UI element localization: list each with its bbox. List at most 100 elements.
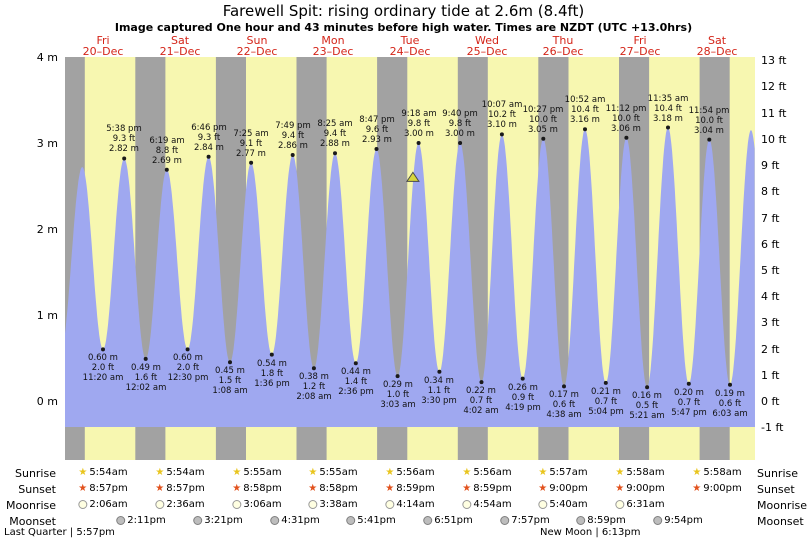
- sunrise-star-icon: ★: [385, 467, 395, 478]
- tide-extreme-dot: [416, 141, 421, 145]
- tide-extreme-dot: [374, 147, 379, 151]
- day-name: Mon: [321, 34, 345, 47]
- tide-extreme-dot: [164, 167, 169, 172]
- y-axis-label-ft: 11 ft: [761, 107, 787, 120]
- day-date: 23–Dec: [312, 44, 354, 58]
- moonset-time: 3:21pm: [193, 515, 243, 526]
- tide-extreme-dot: [520, 376, 525, 381]
- y-axis-label-ft: 4 ft: [761, 290, 780, 303]
- page-title: Farewell Spit: rising ordinary tide at 2…: [222, 2, 585, 20]
- current-tide-marker: [405, 171, 420, 182]
- day-name: Fri: [96, 34, 110, 47]
- sunrise-time: ★ 5:58am: [692, 467, 742, 478]
- moonrise-time: 3:38am: [308, 499, 358, 510]
- moonrise-icon: [538, 500, 548, 509]
- day-label: Tue 24–Dec: [389, 34, 431, 58]
- sunrise-star-icon: ★: [78, 467, 88, 478]
- moonrise-row-label-left: Moonrise: [6, 499, 56, 512]
- day-name: Sat: [170, 34, 190, 47]
- moonrise-row-label-right: Moonrise: [757, 499, 807, 512]
- tide-extreme-dot: [206, 154, 211, 159]
- moonrise-icon: [385, 500, 395, 509]
- moonset-icon: [270, 516, 280, 525]
- sunrise-time: ★ 5:55am: [308, 467, 358, 478]
- sunset-star-icon: ★: [308, 483, 318, 494]
- sunrise-star-icon: ★: [232, 467, 242, 478]
- sunset-time: ★ 8:58pm: [232, 483, 282, 494]
- tide-extreme-dot: [395, 374, 400, 379]
- y-axis-label-ft: 12 ft: [761, 80, 787, 93]
- sunset-star-icon: ★: [538, 483, 548, 494]
- sunset-star-icon: ★: [385, 483, 395, 494]
- moonrise-time: 2:06am: [78, 499, 128, 510]
- y-axis-label-ft: 8 ft: [761, 185, 780, 198]
- tide-curve: [65, 127, 755, 427]
- moonset-time: 5:41pm: [346, 515, 396, 526]
- tide-extreme-dot: [185, 347, 190, 352]
- tide-extreme-dot: [101, 347, 105, 352]
- moonset-time: 9:54pm: [653, 515, 703, 526]
- day-name: Tue: [400, 34, 420, 47]
- day-label: Fri 27–Dec: [619, 35, 661, 58]
- tide-extreme-dot: [269, 352, 274, 357]
- y-axis-label-ft: 10 ft: [761, 133, 787, 146]
- day-name: Thu: [552, 34, 574, 47]
- tide-extreme-dot: [624, 135, 629, 140]
- moonrise-time: 4:14am: [385, 499, 435, 510]
- tide-extreme-dot: [645, 385, 650, 390]
- moonset-icon: [500, 516, 510, 525]
- sunrise-time: ★ 5:56am: [385, 467, 435, 478]
- sunset-time: ★ 8:59pm: [385, 483, 435, 494]
- sunset-star-icon: ★: [232, 483, 242, 494]
- sunset-time: ★ 8:57pm: [155, 483, 205, 494]
- tide-extreme-dot: [353, 361, 358, 366]
- day-date: 26–Dec: [542, 44, 584, 58]
- sunset-time: ★ 9:00pm: [538, 483, 588, 494]
- tide-extreme-dot: [583, 127, 587, 132]
- day-label: Sat 21–Dec: [159, 34, 201, 58]
- tide-extreme-dot: [122, 156, 127, 161]
- sunrise-row-label-left: Sunrise: [14, 467, 56, 480]
- moonset-time: 2:11pm: [116, 515, 166, 526]
- moonrise-time: 2:36am: [155, 499, 205, 510]
- tide-extreme-dot: [143, 356, 148, 361]
- sunset-row-label-right: Sunset: [757, 483, 795, 496]
- sunset-star-icon: ★: [78, 483, 88, 494]
- sunrise-time: ★ 5:57am: [538, 467, 588, 478]
- y-axis-label-m: 3 m: [36, 137, 58, 150]
- day-date: 25–Dec: [466, 44, 508, 58]
- tide-extreme-dot: [228, 360, 232, 365]
- sunset-time: ★ 9:00pm: [692, 483, 742, 494]
- tide-extreme-dot: [499, 132, 504, 137]
- tide-extreme-dot: [437, 369, 442, 374]
- moonset-icon: [423, 516, 433, 525]
- sunset-time: ★ 9:00pm: [615, 483, 665, 494]
- sunrise-star-icon: ★: [462, 467, 472, 478]
- moonrise-time: 4:54am: [462, 499, 512, 510]
- y-axis-label-ft: 9 ft: [761, 159, 780, 172]
- tide-extreme-dot: [249, 160, 254, 165]
- tide-extreme-dot: [311, 366, 316, 371]
- day-date: 24–Dec: [389, 44, 431, 58]
- y-axis-label-ft: -1 ft: [761, 421, 784, 434]
- tide-extreme-dot: [686, 381, 691, 386]
- day-name: Sun: [246, 34, 268, 47]
- sunset-star-icon: ★: [462, 483, 472, 494]
- moonrise-icon: [78, 500, 88, 509]
- tide-extreme-dot: [479, 380, 484, 385]
- moonrise-icon: [232, 500, 242, 509]
- day-label: Wed 25–Dec: [466, 35, 508, 58]
- sunrise-time: ★ 5:55am: [232, 467, 282, 478]
- y-axis-label-ft: 1 ft: [761, 369, 780, 382]
- day-date: 21–Dec: [159, 44, 201, 58]
- sunset-time: ★ 8:57pm: [78, 483, 128, 494]
- moonrise-icon: [462, 500, 472, 509]
- tide-extreme-dot: [541, 136, 546, 141]
- day-date: 27–Dec: [619, 44, 661, 58]
- page-subtitle: Image captured One hour and 43 minutes b…: [114, 21, 693, 34]
- y-axis-label-ft: 3 ft: [761, 316, 780, 329]
- y-axis-label-m: 0 m: [36, 395, 58, 408]
- moonrise-icon: [308, 500, 318, 509]
- moonset-time: 7:57pm: [500, 515, 550, 526]
